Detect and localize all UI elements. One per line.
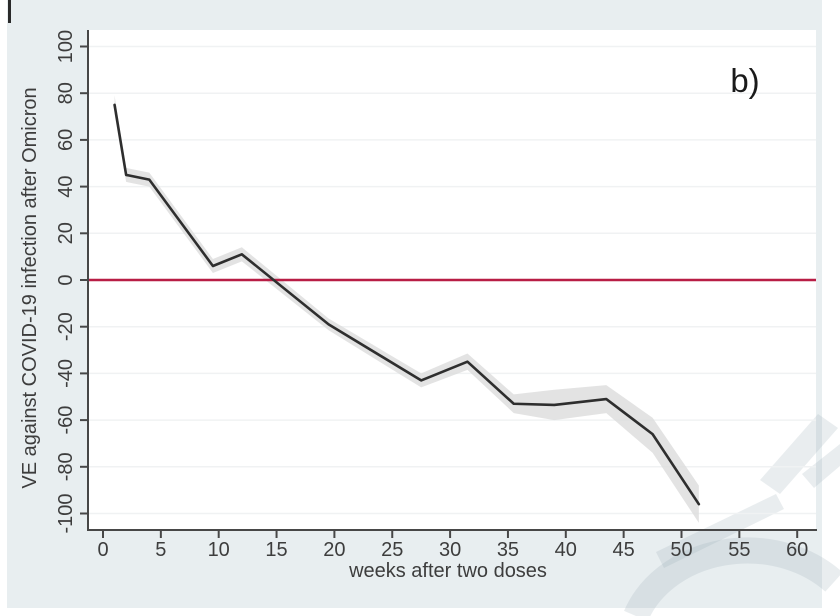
x-tick-label-50: 50 bbox=[670, 539, 692, 561]
watermark-shape bbox=[802, 444, 840, 488]
y-tick-label-60: 60 bbox=[55, 129, 77, 151]
gridlines bbox=[89, 45, 816, 515]
x-tick-label-15: 15 bbox=[265, 539, 287, 561]
y-tick-label--80: -80 bbox=[55, 452, 77, 481]
y-tick-label--20: -20 bbox=[55, 312, 77, 341]
y-tick-label-40: 40 bbox=[55, 175, 77, 197]
watermark-shape bbox=[624, 537, 840, 616]
y-tick-label--40: -40 bbox=[55, 359, 77, 388]
watermark-shape bbox=[760, 414, 838, 494]
panel-label: b) bbox=[730, 62, 759, 99]
x-tick-label-25: 25 bbox=[381, 539, 403, 561]
y-axis-tick-labels: 100 80 60 40 20 0 -20 -40 -60 -80 -100 bbox=[55, 30, 77, 534]
y-tick-label-20: 20 bbox=[55, 222, 77, 244]
ve-series-line bbox=[113, 103, 701, 506]
x-tick-label-40: 40 bbox=[555, 539, 577, 561]
y-axis-ticks bbox=[80, 45, 88, 515]
x-tick-label-0: 0 bbox=[97, 539, 108, 561]
confidence-band bbox=[114, 95, 699, 523]
x-tick-label-60: 60 bbox=[786, 539, 808, 561]
ci-band-polygon bbox=[114, 95, 699, 523]
y-tick-label-100: 100 bbox=[55, 30, 77, 63]
x-tick-label-30: 30 bbox=[439, 539, 461, 561]
y-tick-label--100: -100 bbox=[55, 493, 77, 533]
y-tick-label-80: 80 bbox=[55, 82, 77, 104]
y-tick-label-0: 0 bbox=[55, 274, 77, 285]
y-axis-title: VE against COVID-19 infection after Omic… bbox=[19, 87, 41, 488]
x-tick-label-10: 10 bbox=[208, 539, 230, 561]
x-tick-label-20: 20 bbox=[323, 539, 345, 561]
x-axis-ticks bbox=[102, 530, 799, 538]
x-tick-label-45: 45 bbox=[613, 539, 635, 561]
edge-artifact bbox=[8, 0, 11, 23]
x-tick-label-5: 5 bbox=[155, 539, 166, 561]
x-tick-label-55: 55 bbox=[728, 539, 750, 561]
x-axis-tick-labels: 0 5 10 15 20 25 30 35 40 45 50 55 60 bbox=[97, 539, 808, 561]
x-tick-label-35: 35 bbox=[497, 539, 519, 561]
x-axis-title: weeks after two doses bbox=[348, 560, 547, 582]
y-tick-label--60: -60 bbox=[55, 406, 77, 435]
